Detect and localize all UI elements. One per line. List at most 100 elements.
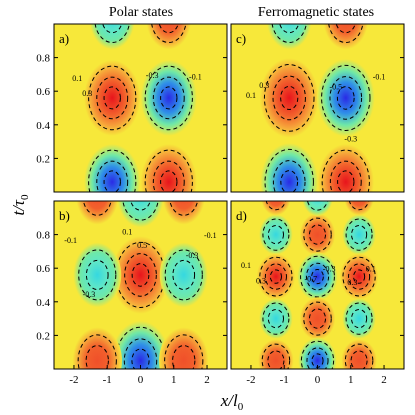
column-title-polar: Polar states	[109, 5, 173, 20]
x-axis-label-sub: 0	[238, 401, 244, 413]
heatmap-blob	[162, 201, 205, 225]
contour-line	[78, 249, 117, 301]
contour-line	[348, 201, 370, 211]
x-tick-label: 1	[348, 374, 354, 386]
contour-line	[308, 224, 327, 245]
y-tick-label: 0.2	[36, 153, 50, 165]
contour-line	[353, 269, 366, 284]
x-tick-label: 2	[204, 374, 210, 386]
contour-line	[172, 259, 196, 291]
svg-text:t/τ0: t/τ0	[9, 194, 31, 216]
contour-line	[267, 308, 284, 329]
contour-line	[351, 224, 368, 245]
contour-line	[345, 302, 373, 335]
contour-line	[103, 170, 121, 192]
contour-line	[344, 343, 374, 369]
heatmap-blob	[261, 201, 291, 216]
contour-line	[264, 148, 314, 192]
heatmap-blob	[73, 242, 122, 308]
panel-c: 0.10.3 -0.5 -0.1 -0.3 c)	[230, 23, 405, 193]
x-tick-label: 1	[171, 374, 177, 386]
heatmap-blob	[342, 298, 376, 339]
y-axis-label: t/τ0	[9, 194, 31, 216]
heatmap-blob	[89, 24, 135, 50]
heatmap-blob	[84, 60, 141, 136]
contour-line	[164, 334, 204, 369]
heatmap-blob	[342, 214, 376, 255]
x-axis-label-main: x/l	[220, 391, 238, 410]
contour-line	[152, 160, 185, 192]
contour-line	[321, 64, 371, 132]
contour-line	[77, 334, 117, 369]
contour-label: 0.3	[347, 278, 357, 287]
contour-line	[303, 301, 332, 336]
contour-line	[267, 224, 284, 245]
contour-line	[144, 149, 193, 192]
heatmap-blob	[72, 327, 122, 369]
contour-line	[267, 350, 285, 369]
contour-line	[152, 76, 185, 120]
heatmap-blob	[159, 242, 208, 308]
contour-label: -0.1	[204, 231, 217, 240]
heatmap-blob	[159, 327, 209, 369]
contour-label: -0.1	[189, 72, 202, 81]
contour-line	[329, 160, 362, 192]
contour-line	[303, 217, 332, 252]
contour-line	[272, 75, 306, 121]
contour-line	[164, 249, 203, 301]
y-tick-label: 0.8	[36, 230, 50, 242]
contour-label: -0.3	[186, 251, 199, 260]
heatmap-blob	[258, 339, 294, 369]
contour-label: 0.1	[72, 74, 82, 83]
contour-line	[348, 263, 371, 290]
contour-line	[144, 65, 193, 131]
panel-label: d)	[236, 208, 247, 223]
x-tick-label: 2	[381, 374, 387, 386]
contour-line	[85, 345, 109, 369]
contour-line	[124, 253, 157, 297]
y-tick-label: 0.6	[36, 86, 50, 98]
contour-line	[269, 269, 282, 284]
heatmap-blob	[316, 59, 375, 137]
heatmap-blob	[299, 213, 336, 256]
x-tick-label: 0	[315, 374, 321, 386]
contour-line	[337, 170, 355, 192]
contour-line	[262, 218, 290, 251]
contour-line	[280, 170, 299, 192]
contour-label: -0.7	[305, 275, 318, 284]
panel-d: 0.1 0.3 -0.7 -0.3 0.1 0.3 d) -2 -1 0 1 2	[230, 200, 405, 386]
contour-label: 0.1	[241, 261, 251, 270]
x-tick-label: -2	[246, 374, 255, 386]
contour-line	[103, 86, 121, 110]
panel-frame	[230, 23, 405, 193]
contour-line	[172, 345, 196, 369]
contour-line	[85, 259, 109, 291]
contour-line	[272, 160, 306, 192]
heatmap-blob	[140, 60, 197, 136]
y-tick-label: 0.8	[36, 53, 50, 65]
heatmap-background	[54, 24, 227, 192]
heatmap-blob	[302, 201, 333, 217]
contour-label: 0.3	[256, 276, 266, 285]
contour-label: -0.3	[146, 71, 159, 80]
contour-line	[131, 263, 150, 287]
y-axis-label-sub: 0	[19, 194, 31, 200]
contour-line	[306, 201, 329, 211]
svg-text:x/l0: x/l0	[220, 391, 244, 413]
column-title-ferromagnetic: Ferromagnetic states	[258, 5, 374, 20]
contour-label: 0.5	[137, 241, 147, 250]
contour-label: -0.1	[64, 236, 77, 245]
heatmap-blob	[259, 58, 319, 138]
contour-label: 0.3	[82, 89, 92, 98]
panel-label: c)	[236, 31, 246, 46]
heatmap-blob	[341, 339, 377, 369]
contour-line	[306, 347, 329, 369]
panel-a: 0.10.3 -0.3 -0.1 a) 0.8 0.6 0.4 0.2	[36, 23, 228, 193]
contour-line	[305, 262, 330, 291]
contour-label: -0.3	[83, 290, 96, 299]
contour-line	[96, 76, 129, 120]
y-axis-label-main: t/τ	[9, 199, 28, 215]
heatmap-blob	[111, 236, 170, 314]
contour-label: -0.3	[323, 265, 336, 274]
